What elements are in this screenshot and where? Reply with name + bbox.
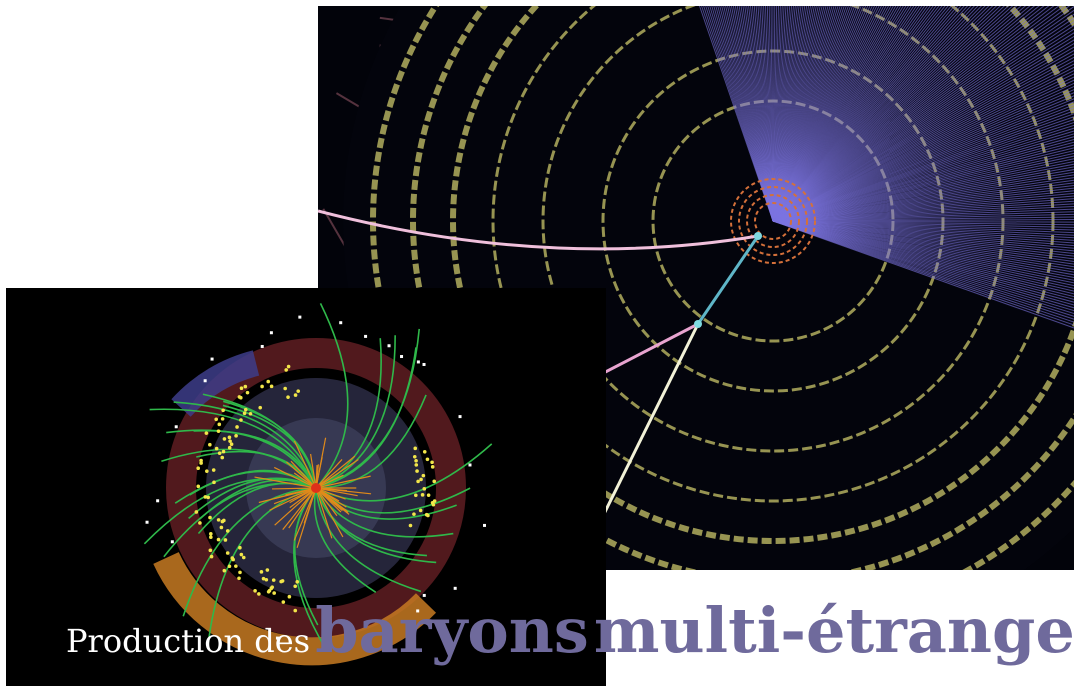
slide-title: Production des baryons multi-étranges [66, 600, 1074, 662]
event-display-large [318, 6, 1074, 570]
event-display-small [6, 288, 606, 686]
collision-event-image-small [143, 302, 493, 666]
title-word-baryons: baryons [315, 594, 589, 667]
title-word-multi-etranges: multi-étranges [593, 594, 1074, 667]
title-prefix: Production des [66, 622, 311, 660]
